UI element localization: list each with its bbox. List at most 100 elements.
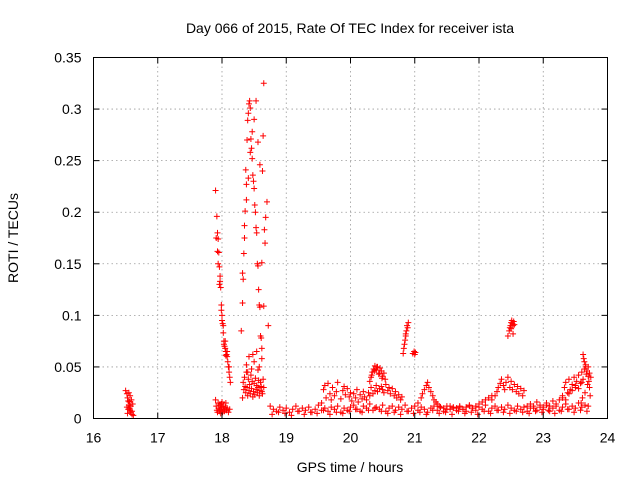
data-point (320, 386, 327, 393)
data-point (386, 384, 393, 391)
data-point (325, 380, 332, 387)
data-point (217, 284, 224, 291)
data-point (546, 408, 553, 415)
data-point (352, 394, 359, 401)
x-tick-labels: 16 17 18 19 20 21 22 23 24 (86, 430, 616, 446)
data-point (226, 369, 233, 376)
data-point (514, 403, 521, 410)
data-point (224, 358, 231, 365)
data-point (256, 392, 263, 399)
data-point (275, 409, 282, 416)
data-point (414, 400, 421, 407)
data-point (246, 97, 253, 104)
data-point (492, 403, 499, 410)
data-point (350, 402, 357, 409)
data-point (254, 384, 261, 391)
data-point (526, 410, 533, 417)
data-point (376, 370, 383, 377)
data-point (359, 409, 366, 416)
data-point (543, 400, 550, 407)
data-point (286, 409, 293, 416)
data-point (530, 405, 537, 412)
data-point (405, 319, 412, 326)
data-point (577, 380, 584, 387)
data-point (583, 408, 590, 415)
data-point (378, 408, 385, 415)
data-point (380, 389, 387, 396)
data-point (582, 363, 589, 370)
data-point (527, 401, 534, 408)
data-point (368, 384, 375, 391)
data-point (513, 408, 520, 415)
data-point (249, 155, 256, 162)
data-point (226, 363, 233, 370)
data-point (213, 235, 220, 241)
data-point (122, 387, 129, 394)
data-point (239, 270, 246, 277)
x-axis-label: GPS time / hours (297, 459, 404, 475)
data-point (214, 248, 221, 255)
data-point (419, 390, 426, 397)
data-point (217, 273, 224, 280)
data-point (482, 402, 489, 409)
data-point (562, 396, 569, 403)
data-point (402, 330, 409, 337)
data-point (129, 408, 136, 415)
data-point (580, 376, 587, 383)
data-point (461, 410, 468, 417)
data-point (363, 396, 370, 403)
data-point (538, 409, 545, 416)
data-point (393, 394, 400, 401)
data-point (241, 235, 248, 241)
data-point (517, 406, 524, 413)
data-point (379, 402, 386, 409)
data-point (127, 403, 134, 410)
data-point (545, 407, 552, 414)
data-point (326, 411, 333, 418)
data-point (342, 391, 349, 398)
data-point (294, 408, 301, 415)
data-point (571, 409, 578, 416)
data-point (256, 161, 263, 168)
x-tick-label: 24 (600, 430, 616, 446)
data-point (214, 229, 221, 236)
data-point (508, 378, 515, 385)
data-point (260, 384, 267, 391)
data-point (424, 379, 431, 386)
data-point (474, 411, 481, 418)
data-point (281, 410, 288, 417)
data-point (240, 276, 247, 283)
x-tick-label: 17 (150, 430, 166, 446)
data-point (411, 403, 418, 410)
data-point (520, 404, 527, 411)
data-point (482, 396, 489, 403)
data-point (581, 358, 588, 365)
data-point (218, 307, 225, 314)
data-point (240, 386, 247, 393)
data-point (443, 403, 450, 410)
data-point (259, 390, 266, 397)
axis-ticks (93, 57, 608, 419)
data-point (578, 404, 585, 411)
data-point (220, 341, 227, 348)
data-point (353, 386, 360, 393)
data-point (248, 385, 255, 392)
data-point (504, 332, 511, 339)
data-point (227, 379, 234, 386)
data-point (222, 338, 229, 345)
data-point (573, 378, 580, 385)
data-point (397, 396, 404, 403)
data-point (389, 385, 396, 392)
data-point (218, 302, 225, 309)
y-tick-label: 0.3 (62, 101, 82, 117)
data-point (517, 385, 524, 392)
data-point (258, 383, 265, 390)
data-point (259, 167, 266, 174)
data-point (502, 379, 509, 386)
data-point (244, 384, 251, 391)
grid (93, 57, 608, 419)
data-point (377, 364, 384, 371)
data-point (334, 403, 341, 410)
data-point (252, 209, 259, 216)
y-tick-label: 0.35 (54, 50, 81, 66)
